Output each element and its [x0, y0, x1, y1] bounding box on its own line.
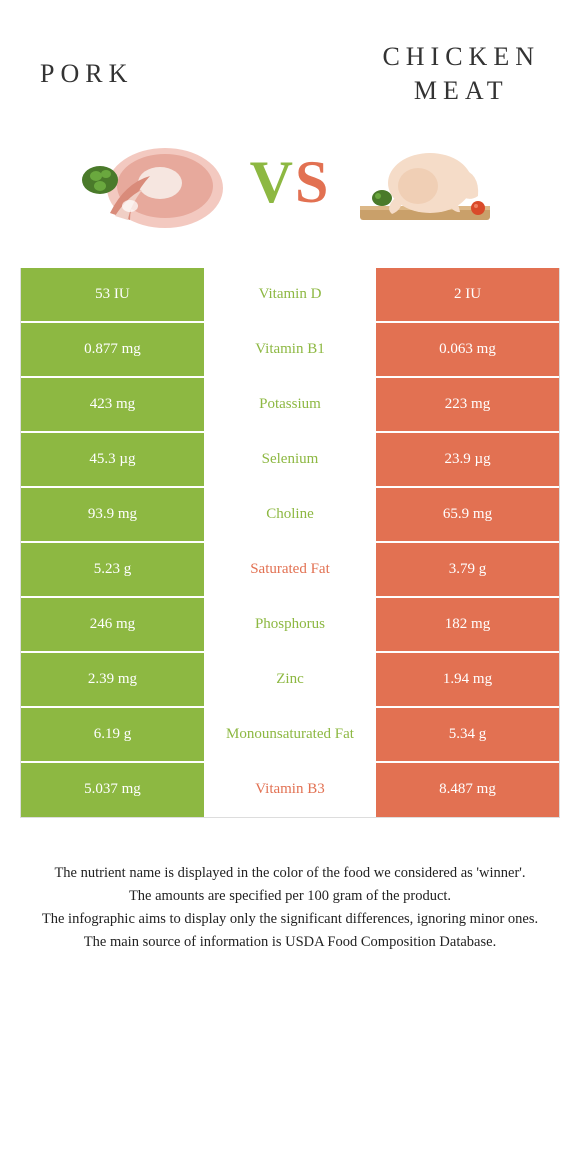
cell-left-value: 0.877 mg	[21, 323, 204, 376]
cell-nutrient-label: Potassium	[204, 378, 376, 431]
cell-nutrient-label: Selenium	[204, 433, 376, 486]
header-row: PORK CHICKEN MEAT	[0, 0, 580, 128]
title-right: CHICKEN MEAT	[382, 40, 540, 108]
cell-nutrient-label: Vitamin B1	[204, 323, 376, 376]
cell-right-value: 3.79 g	[376, 543, 559, 596]
cell-left-value: 5.037 mg	[21, 763, 204, 817]
cell-left-value: 246 mg	[21, 598, 204, 651]
cell-right-value: 5.34 g	[376, 708, 559, 761]
title-right-line2: MEAT	[414, 76, 509, 105]
cell-left-value: 5.23 g	[21, 543, 204, 596]
cell-nutrient-label: Vitamin B3	[204, 763, 376, 817]
table-row: 0.877 mgVitamin B10.063 mg	[21, 323, 559, 378]
table-row: 93.9 mgCholine65.9 mg	[21, 488, 559, 543]
cell-nutrient-label: Phosphorus	[204, 598, 376, 651]
cell-right-value: 1.94 mg	[376, 653, 559, 706]
cell-left-value: 93.9 mg	[21, 488, 204, 541]
footnote-line: The infographic aims to display only the…	[30, 909, 550, 930]
vs-label: VS	[250, 148, 331, 217]
footnote-line: The main source of information is USDA F…	[30, 932, 550, 953]
cell-left-value: 6.19 g	[21, 708, 204, 761]
table-row: 5.23 gSaturated Fat3.79 g	[21, 543, 559, 598]
table-row: 6.19 gMonounsaturated Fat5.34 g	[21, 708, 559, 763]
cell-right-value: 65.9 mg	[376, 488, 559, 541]
cell-left-value: 2.39 mg	[21, 653, 204, 706]
cell-left-value: 423 mg	[21, 378, 204, 431]
pork-image	[70, 128, 240, 238]
table-row: 45.3 µgSelenium23.9 µg	[21, 433, 559, 488]
footnote-line: The amounts are specified per 100 gram o…	[30, 886, 550, 907]
cell-nutrient-label: Zinc	[204, 653, 376, 706]
vs-s: S	[295, 148, 330, 217]
vs-row: VS	[0, 128, 580, 268]
chicken-image	[340, 128, 510, 238]
cell-right-value: 0.063 mg	[376, 323, 559, 376]
title-left: PORK	[40, 59, 133, 89]
footnote-line: The nutrient name is displayed in the co…	[30, 863, 550, 884]
cell-right-value: 8.487 mg	[376, 763, 559, 817]
table-row: 2.39 mgZinc1.94 mg	[21, 653, 559, 708]
vs-v: V	[250, 148, 295, 217]
cell-right-value: 223 mg	[376, 378, 559, 431]
cell-nutrient-label: Saturated Fat	[204, 543, 376, 596]
comparison-table: 53 IUVitamin D2 IU0.877 mgVitamin B10.06…	[20, 268, 560, 818]
cell-right-value: 182 mg	[376, 598, 559, 651]
cell-right-value: 23.9 µg	[376, 433, 559, 486]
cell-left-value: 53 IU	[21, 268, 204, 321]
table-row: 5.037 mgVitamin B38.487 mg	[21, 763, 559, 818]
cell-left-value: 45.3 µg	[21, 433, 204, 486]
cell-right-value: 2 IU	[376, 268, 559, 321]
table-row: 246 mgPhosphorus182 mg	[21, 598, 559, 653]
table-row: 423 mgPotassium223 mg	[21, 378, 559, 433]
table-row: 53 IUVitamin D2 IU	[21, 268, 559, 323]
cell-nutrient-label: Monounsaturated Fat	[204, 708, 376, 761]
cell-nutrient-label: Choline	[204, 488, 376, 541]
title-right-line1: CHICKEN	[382, 42, 540, 71]
cell-nutrient-label: Vitamin D	[204, 268, 376, 321]
footnotes: The nutrient name is displayed in the co…	[0, 818, 580, 975]
